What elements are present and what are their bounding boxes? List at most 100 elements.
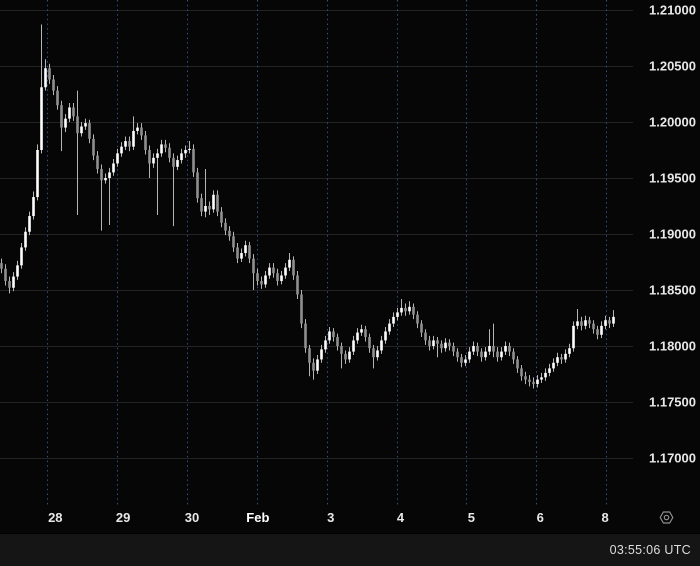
- candle: [16, 265, 19, 277]
- candle: [388, 323, 391, 332]
- time-axis-label: 5: [468, 510, 475, 525]
- candle: [268, 267, 271, 276]
- time-axis-month-label: Feb: [246, 510, 269, 525]
- time-axis-label: 30: [185, 510, 199, 525]
- candle: [416, 314, 419, 324]
- candle: [196, 172, 199, 199]
- candle: [224, 222, 227, 231]
- candle: [12, 276, 15, 288]
- candle: [380, 340, 383, 351]
- candle: [36, 150, 39, 198]
- candle: [372, 348, 375, 358]
- time-axis-label: 8: [601, 510, 608, 525]
- candle: [604, 320, 607, 326]
- candle: [608, 320, 611, 324]
- candle: [304, 323, 307, 349]
- candle: [200, 198, 203, 212]
- candle: [588, 320, 591, 324]
- candlestick-series: [0, 24, 615, 389]
- candle: [444, 342, 447, 349]
- candle: [512, 351, 515, 360]
- candle: [64, 118, 67, 128]
- candle: [516, 359, 519, 369]
- candle: [284, 267, 287, 276]
- candle: [376, 350, 379, 358]
- candle: [344, 353, 347, 360]
- candle: [296, 275, 299, 295]
- candle: [136, 127, 139, 131]
- candle: [192, 148, 195, 173]
- candle: [272, 267, 275, 274]
- candle: [216, 194, 219, 212]
- candle: [420, 323, 423, 333]
- candle: [312, 362, 315, 371]
- candle: [4, 268, 7, 282]
- candle: [580, 321, 583, 326]
- candle: [212, 194, 215, 210]
- candle: [336, 337, 339, 346]
- candle: [364, 329, 367, 338]
- candle: [464, 359, 467, 363]
- candle: [60, 105, 63, 128]
- candle: [92, 138, 95, 156]
- candle: [332, 331, 335, 338]
- price-axis-label: 1.19000: [649, 227, 696, 242]
- candle: [328, 331, 331, 341]
- candle: [564, 353, 567, 360]
- candle: [24, 231, 27, 248]
- chart-area[interactable]: 1.21000 1.20500 1.20000 1.19500 1.19000 1.185…: [0, 0, 700, 533]
- candle: [556, 357, 559, 363]
- horizontal-gridlines: [0, 10, 633, 459]
- candle: [520, 368, 523, 377]
- candle: [68, 107, 71, 119]
- settings-icon[interactable]: [659, 511, 674, 524]
- candle: [340, 346, 343, 354]
- time-axis[interactable]: 28 29 30 Feb 3 4 5 6 8: [48, 510, 609, 525]
- candlestick-chart[interactable]: 1.21000 1.20500 1.20000 1.19500 1.19000 1.185…: [0, 0, 700, 533]
- candle: [32, 197, 35, 217]
- price-axis-label: 1.17000: [649, 451, 696, 466]
- candle: [576, 321, 579, 326]
- candle: [164, 144, 167, 148]
- candle: [140, 127, 143, 136]
- candle: [560, 357, 563, 360]
- candle: [96, 155, 99, 170]
- candle: [544, 372, 547, 378]
- price-axis-label: 1.20500: [649, 59, 696, 74]
- candle: [108, 172, 111, 178]
- candle: [592, 323, 595, 330]
- candle: [568, 348, 571, 354]
- candle: [392, 316, 395, 324]
- candle: [160, 144, 163, 154]
- price-axis[interactable]: 1.21000 1.20500 1.20000 1.19500 1.19000 1.185…: [649, 3, 696, 466]
- candle: [280, 275, 283, 282]
- candle: [532, 381, 535, 385]
- candle: [48, 68, 51, 80]
- candle: [28, 216, 31, 232]
- candle: [400, 307, 403, 313]
- candle: [496, 351, 499, 358]
- candle: [492, 346, 495, 352]
- time-axis-label: 28: [48, 510, 62, 525]
- candle: [176, 160, 179, 167]
- candle: [352, 340, 355, 352]
- candle: [104, 178, 107, 181]
- candle: [300, 294, 303, 324]
- time-axis-label: 4: [397, 510, 405, 525]
- candle: [612, 316, 615, 324]
- candle: [536, 379, 539, 385]
- candle: [80, 126, 83, 134]
- candle: [324, 340, 327, 350]
- candle: [408, 306, 411, 312]
- candle: [264, 275, 267, 285]
- candle: [72, 107, 75, 117]
- candle: [128, 141, 131, 147]
- candle: [168, 147, 171, 158]
- candle: [0, 263, 3, 269]
- candle: [360, 329, 363, 333]
- candle: [316, 359, 319, 371]
- candle: [100, 169, 103, 181]
- candle: [188, 148, 191, 150]
- candle: [600, 325, 603, 335]
- candle: [552, 362, 555, 369]
